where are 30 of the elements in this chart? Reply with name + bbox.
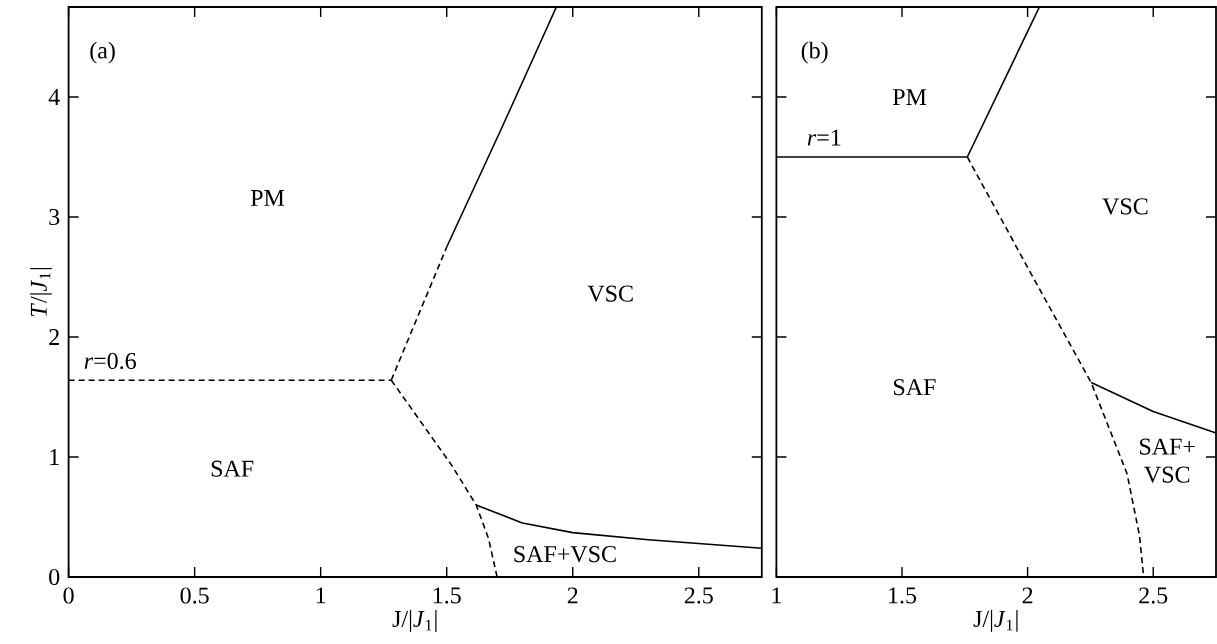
x-tick-label: 1.5 bbox=[433, 587, 461, 604]
x-tick-label: 2.5 bbox=[1139, 587, 1168, 604]
y-tick-label: 0 bbox=[49, 568, 60, 586]
y-tick-label: 2 bbox=[49, 329, 59, 345]
annotation: r=0.6 bbox=[84, 352, 136, 370]
annotation: SAF+ VSC bbox=[1140, 438, 1195, 483]
annotation: VSC bbox=[1102, 198, 1148, 215]
annotation: r=1 bbox=[807, 129, 841, 146]
annotation: PM bbox=[250, 190, 285, 206]
y-axis-title: T/|J$_{1}$| bbox=[29, 267, 52, 317]
x-tick-label: 1.5 bbox=[889, 587, 917, 604]
annotation: (a) bbox=[90, 41, 115, 64]
annotation: (b) bbox=[801, 41, 828, 64]
annotation: SAF+VSC bbox=[514, 546, 616, 563]
annotation: PM bbox=[892, 89, 927, 105]
y-tick-label: 1 bbox=[50, 449, 59, 465]
x-tick-label: 0 bbox=[63, 587, 74, 604]
y-tick-label: 3 bbox=[49, 208, 60, 226]
y-tick-label: 4 bbox=[48, 89, 60, 105]
x-tick-label: 1 bbox=[316, 587, 326, 604]
x-tick-label: 2 bbox=[1022, 587, 1033, 604]
x-tick-label: 0.5 bbox=[180, 587, 209, 604]
annotation: VSC bbox=[587, 285, 633, 302]
x-tick-label: 2 bbox=[567, 587, 578, 604]
x-axis-title: J/|J$_{1}$| bbox=[392, 610, 437, 632]
annotation: SAF bbox=[211, 460, 254, 477]
x-axis-title: J/|J$_{1}$| bbox=[973, 610, 1018, 632]
x-tick-label: 1 bbox=[772, 587, 781, 604]
annotation: SAF bbox=[894, 379, 936, 396]
x-tick-label: 2.5 bbox=[684, 587, 713, 604]
